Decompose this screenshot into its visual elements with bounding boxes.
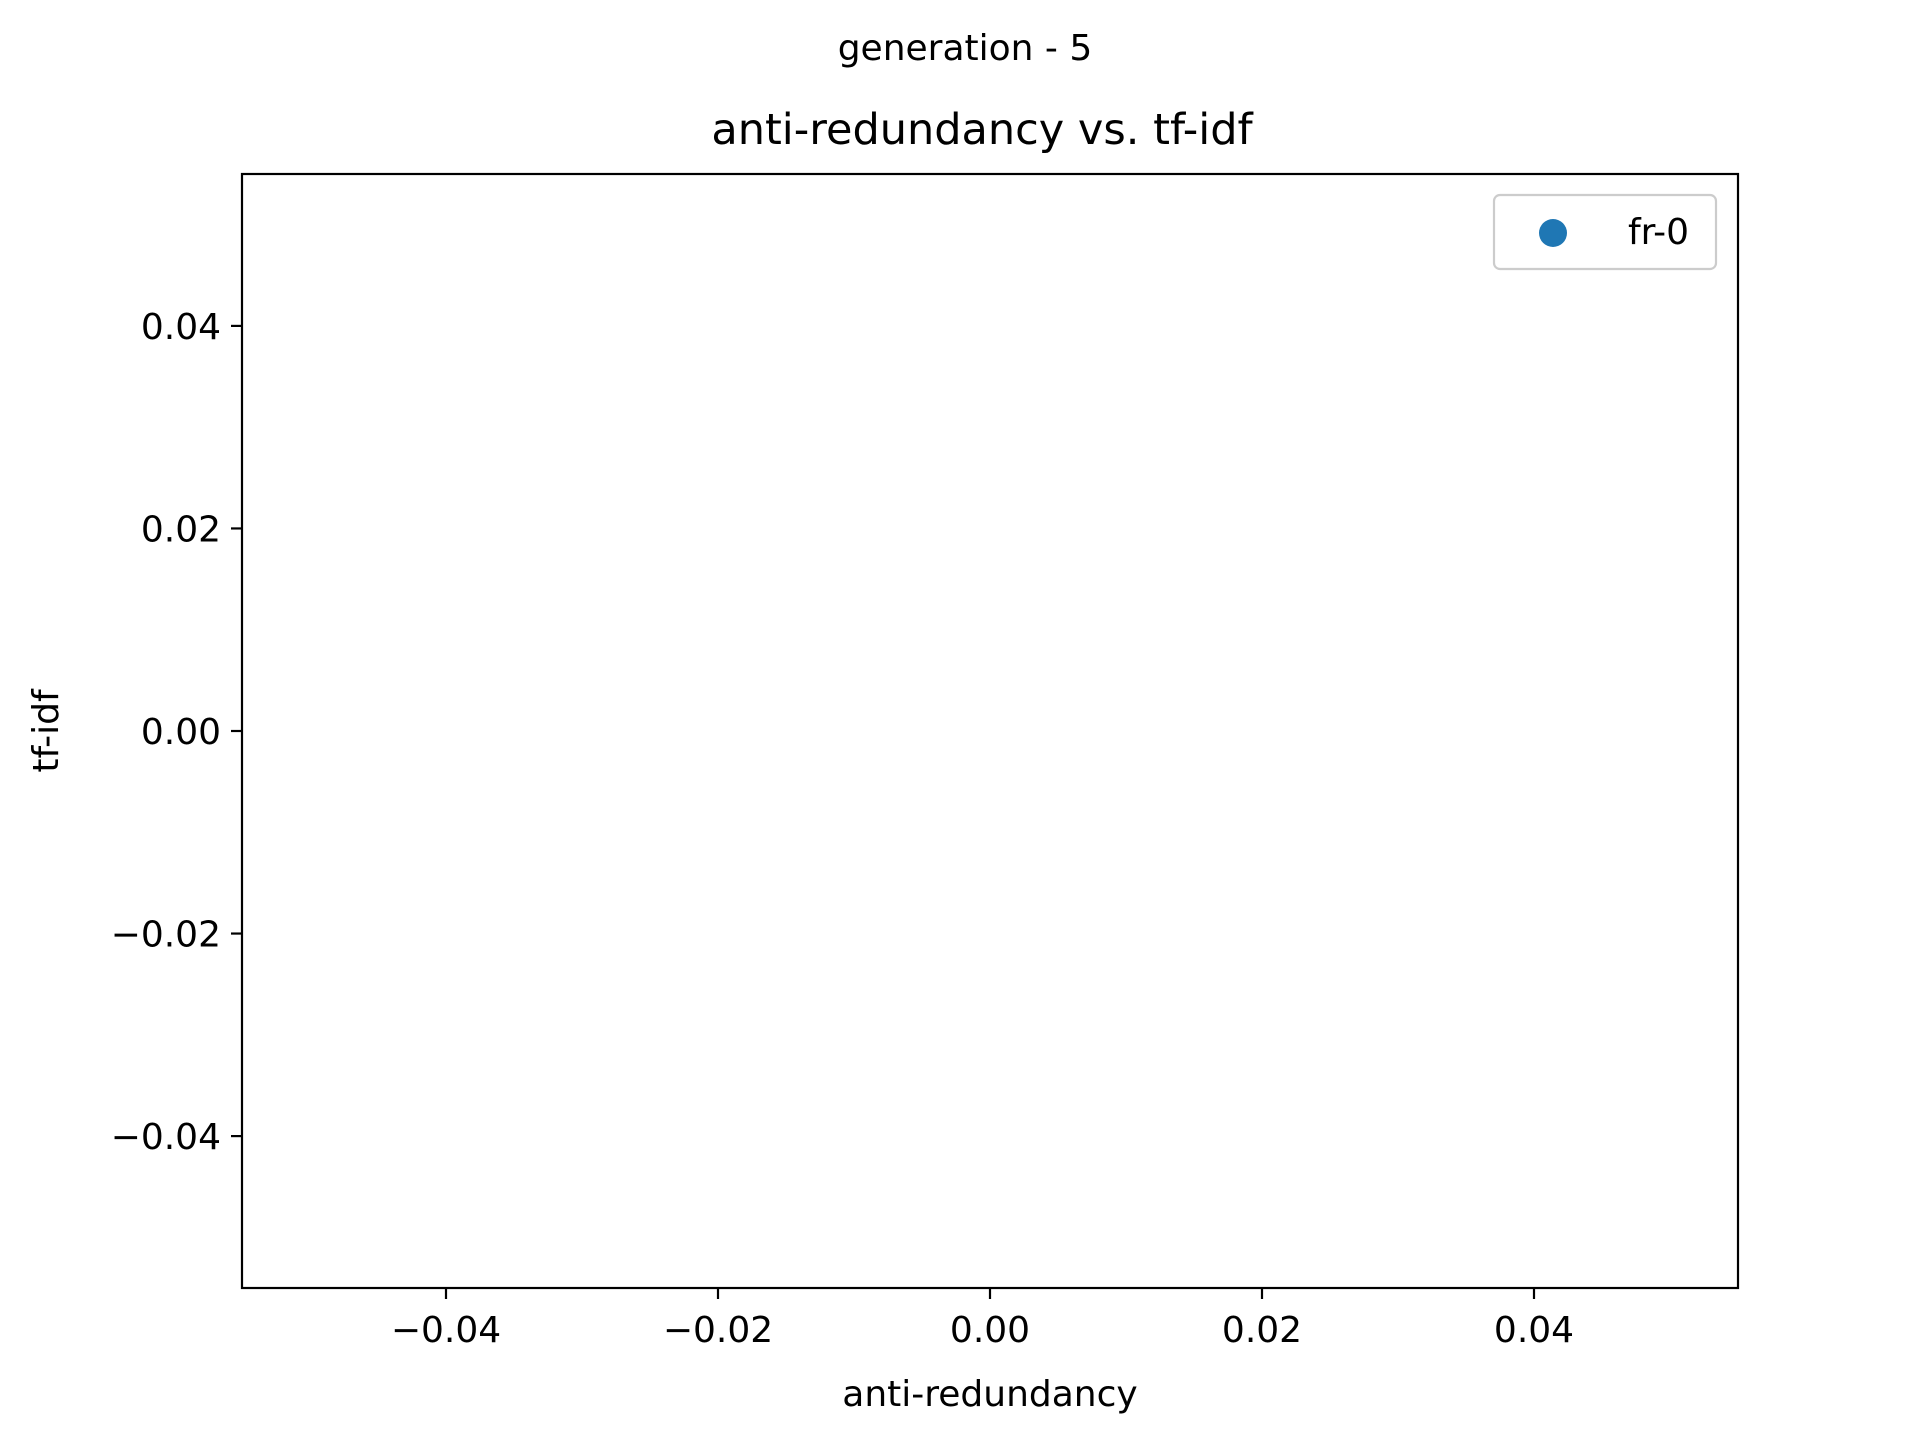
- chart-title: anti-redundancy vs. tf-idf: [711, 105, 1253, 155]
- y-tick-label: 0.02: [141, 509, 221, 550]
- x-tick-label: −0.02: [663, 1310, 773, 1351]
- figure-suptitle: generation - 5: [838, 28, 1093, 69]
- y-axis: −0.04 −0.02 0.00 0.02 0.04: [111, 307, 242, 1158]
- legend-marker: [1539, 219, 1567, 247]
- x-tick-label: 0.00: [950, 1310, 1030, 1351]
- y-tick-label: 0.00: [141, 712, 221, 753]
- x-tick-label: −0.04: [391, 1310, 501, 1351]
- x-tick-label: 0.04: [1494, 1310, 1574, 1351]
- plot-area: [240, 172, 1740, 1290]
- y-axis-label: tf-idf: [26, 688, 67, 773]
- y-tick-label: 0.04: [141, 307, 221, 348]
- x-tick-label: 0.02: [1222, 1310, 1302, 1351]
- legend-label: fr-0: [1628, 212, 1689, 253]
- y-tick-label: −0.04: [111, 1117, 221, 1158]
- legend: fr-0: [1492, 193, 1718, 271]
- legend-box: [1492, 193, 1718, 271]
- x-axis-label: anti-redundancy: [842, 1374, 1137, 1415]
- y-tick-label: −0.02: [111, 915, 221, 956]
- x-axis: −0.04 −0.02 0.00 0.02 0.04: [391, 1288, 1574, 1351]
